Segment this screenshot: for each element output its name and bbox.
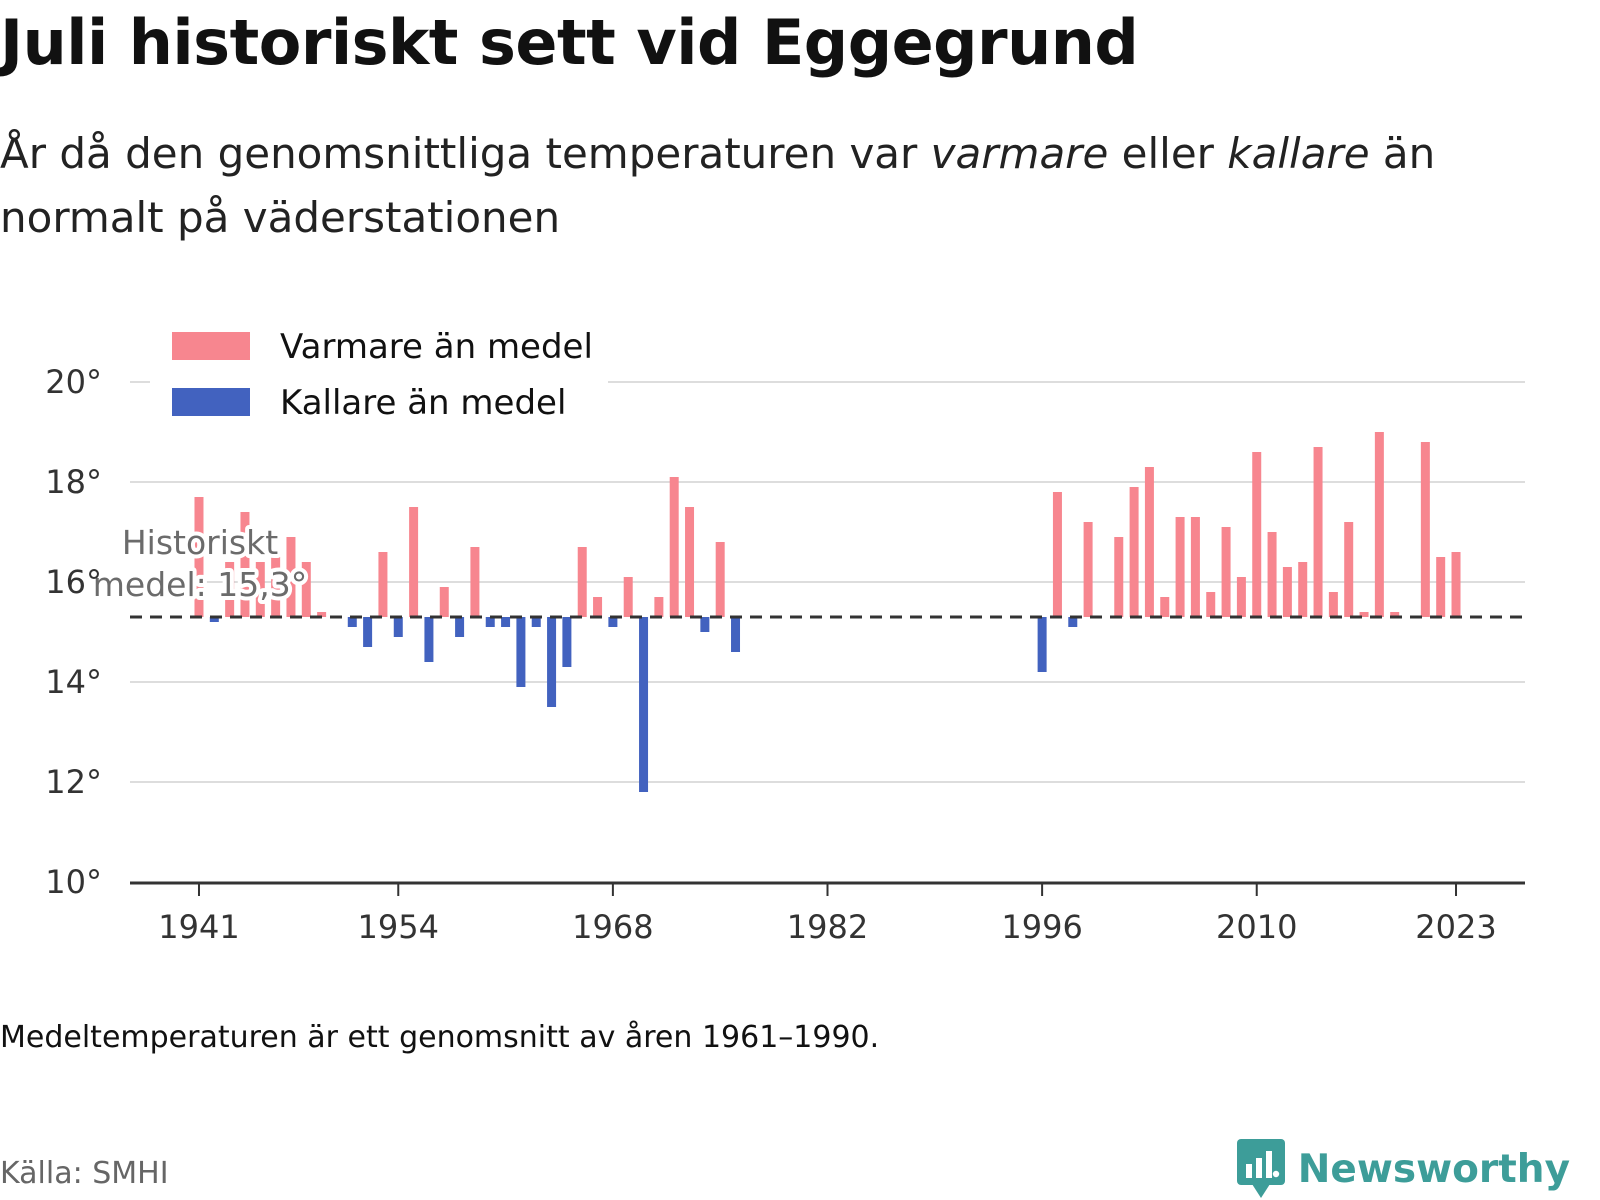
- bar-cold: [347, 617, 357, 627]
- bar-warm: [623, 577, 633, 617]
- bar-cold: [700, 617, 710, 632]
- bar-cold: [501, 617, 511, 627]
- source-credit: Källa: SMHI: [0, 1156, 169, 1191]
- bar-cold: [209, 617, 219, 622]
- bar-cold: [1068, 617, 1078, 627]
- bar-warm: [1298, 562, 1308, 617]
- legend-swatch: [172, 388, 250, 416]
- bar-warm: [439, 587, 449, 617]
- axes: 10° 12° 14° 16° 18° 20° 1941 1954 1968 1982 1996 20…: [45, 363, 1525, 946]
- bar-warm: [1083, 522, 1093, 617]
- legend: Varmare än medel Kallare än medel: [150, 322, 608, 430]
- bar-warm: [1160, 597, 1170, 617]
- bar-warm: [1328, 592, 1338, 617]
- bar-warm: [1252, 452, 1262, 617]
- bar-warm: [1114, 537, 1124, 617]
- subtitle-warm-word: varmare: [930, 129, 1109, 178]
- bar-warm: [271, 557, 281, 617]
- bar-cold: [516, 617, 526, 687]
- bar-warm: [286, 537, 296, 617]
- bar-warm: [1436, 557, 1446, 617]
- chart-subtitle: År då den genomsnittliga temperaturen va…: [0, 122, 1560, 250]
- bar-cold: [363, 617, 373, 647]
- brand-logo: Newsworthy: [1236, 1138, 1570, 1200]
- bar-warm: [1144, 467, 1154, 617]
- bar-warm: [654, 597, 664, 617]
- bar-warm: [378, 552, 388, 617]
- legend-label: Kallare än medel: [280, 383, 566, 423]
- bar-warm: [593, 597, 603, 617]
- subtitle-text-start: År då den genomsnittliga temperaturen va…: [0, 129, 931, 178]
- bar-warm: [1374, 432, 1384, 617]
- bar-warm: [470, 547, 480, 617]
- y-tick-label: 14°: [45, 663, 102, 701]
- y-tick-label: 12°: [45, 763, 102, 801]
- subtitle-text-end: än normalt på väderstationen: [0, 129, 1436, 242]
- bar-warm: [194, 497, 204, 617]
- bar-cold: [562, 617, 572, 667]
- mean-label-line-1: Historiskt: [122, 523, 278, 562]
- bar-warm: [225, 562, 235, 617]
- bar-warm: [1451, 552, 1461, 617]
- bar-cold: [424, 617, 434, 662]
- y-tick-label: 16°: [45, 563, 102, 601]
- bar-warm: [1420, 442, 1430, 617]
- x-tick-label: 1982: [787, 908, 868, 946]
- bar-warm: [1282, 567, 1292, 617]
- bar-warm: [1344, 522, 1354, 617]
- bar-warm: [1052, 492, 1062, 617]
- bar-cold: [608, 617, 618, 627]
- bar-warm: [301, 562, 311, 617]
- bars: [194, 432, 1461, 792]
- bar-cold: [455, 617, 465, 637]
- bar-cold: [393, 617, 403, 637]
- bar-cold: [731, 617, 741, 652]
- x-tick-label: 1941: [158, 908, 239, 946]
- bar-cold: [1037, 617, 1047, 672]
- x-tick-label: 1954: [358, 908, 439, 946]
- chart-title: Juli historiskt sett vid Eggegrund: [0, 6, 1139, 79]
- brand-name: Newsworthy: [1297, 1146, 1570, 1192]
- bar-cold: [531, 617, 541, 627]
- subtitle-text-mid: eller: [1108, 129, 1228, 178]
- bar-warm: [317, 612, 327, 617]
- bar-warm: [1359, 612, 1369, 617]
- bar-warm: [1175, 517, 1185, 617]
- bar-warm: [409, 507, 419, 617]
- bar-warm: [1390, 612, 1400, 617]
- bar-cold: [485, 617, 495, 627]
- bar-warm: [1313, 447, 1323, 617]
- mean-label-line-2: medel: 15,3°: [93, 565, 307, 604]
- legend-label: Varmare än medel: [280, 327, 593, 367]
- bar-warm: [1129, 487, 1139, 617]
- legend-swatch: [172, 332, 250, 360]
- x-tick-label: 2010: [1216, 908, 1297, 946]
- y-tick-label: 20°: [45, 363, 102, 401]
- bar-warm: [240, 512, 250, 617]
- bar-cold: [639, 617, 649, 792]
- bar-warm: [1221, 527, 1231, 617]
- y-tick-label: 18°: [45, 463, 102, 501]
- bar-warm: [577, 547, 587, 617]
- newsworthy-logo-icon: [1236, 1139, 1285, 1198]
- y-tick-label: 10°: [45, 863, 102, 901]
- bar-warm: [1190, 517, 1200, 617]
- bar-warm: [715, 542, 725, 617]
- bar-cold: [547, 617, 557, 707]
- bar-warm: [255, 562, 265, 617]
- x-tick-label: 1968: [572, 908, 653, 946]
- bar-warm: [669, 477, 679, 617]
- bar-warm: [1236, 577, 1246, 617]
- x-tick-label: 2023: [1415, 908, 1496, 946]
- subtitle-cold-word: kallare: [1227, 129, 1370, 178]
- bar-warm: [1267, 532, 1277, 617]
- footnote: Medeltemperaturen är ett genomsnitt av å…: [0, 1020, 880, 1055]
- bar-warm: [685, 507, 695, 617]
- x-tick-label: 1996: [1001, 908, 1082, 946]
- bar-warm: [1206, 592, 1216, 617]
